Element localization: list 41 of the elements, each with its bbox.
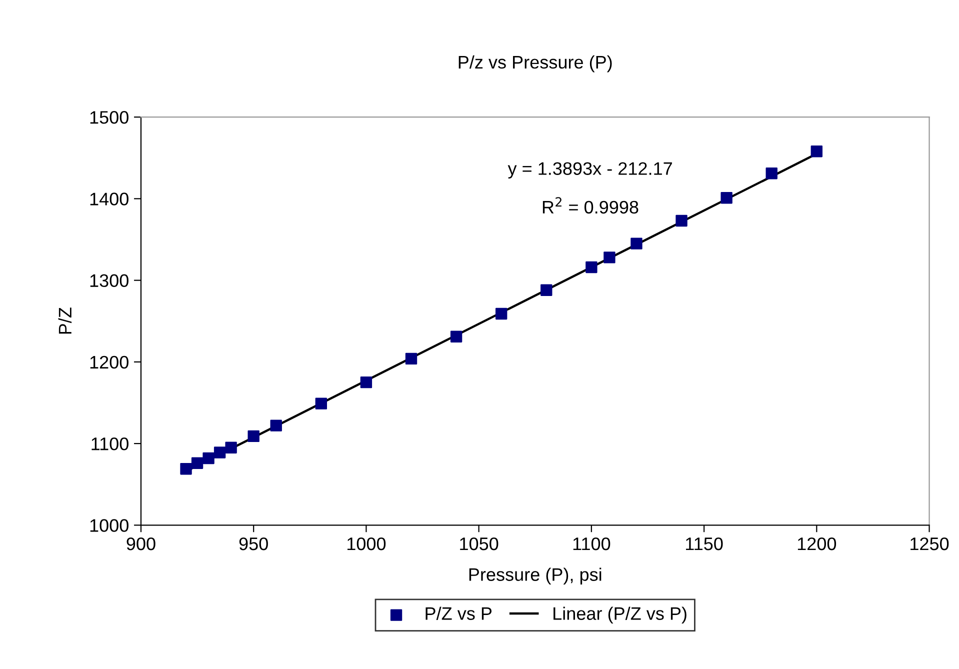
point (766, 168, 778, 180)
x-axis-title: Pressure (P), psi (469, 568, 602, 585)
y-tick-label: 1400 (90, 192, 128, 206)
point (405, 352, 418, 365)
point (495, 308, 508, 320)
x-tick-label: 1000 (347, 537, 386, 550)
legend-label: Linear (P/Z vs P) (554, 606, 686, 624)
x-tick-label: 950 (239, 537, 268, 550)
y-axis-title: P/Z (58, 308, 72, 334)
point (676, 214, 688, 227)
y-tick-label: 1200 (90, 356, 128, 369)
point (315, 398, 327, 410)
point (202, 452, 214, 464)
x-tick-label: 900 (126, 537, 156, 550)
point (360, 376, 372, 388)
point (248, 430, 260, 442)
x-tick-label: 1050 (460, 537, 498, 550)
point (225, 442, 237, 454)
y-tick-label: 1500 (90, 111, 128, 124)
point (720, 192, 732, 204)
point (214, 446, 226, 458)
annotation: R$^{2}$ = 0.9998 (542, 197, 638, 214)
legend-label: P/Z vs P (426, 606, 492, 620)
point (180, 463, 192, 475)
y-tick-label: 1000 (90, 519, 128, 532)
point (604, 252, 616, 264)
y-tick-label: 1100 (92, 437, 128, 450)
point (450, 330, 462, 342)
point (191, 457, 204, 469)
point (540, 284, 552, 296)
point (810, 146, 822, 158)
y-tick-label: 1300 (90, 274, 128, 288)
x-tick-label: 1200 (798, 537, 836, 550)
x-tick-label: 1250 (910, 537, 949, 550)
point (270, 420, 282, 432)
annotation: y = 1.3893x - 212.17 (508, 162, 672, 179)
point (586, 261, 598, 274)
x-tick-label: 1100 (573, 537, 610, 550)
chart-title: P/z vs Pressure (P) (458, 55, 612, 72)
point (630, 238, 642, 250)
x-tick-label: 1150 (686, 537, 723, 550)
